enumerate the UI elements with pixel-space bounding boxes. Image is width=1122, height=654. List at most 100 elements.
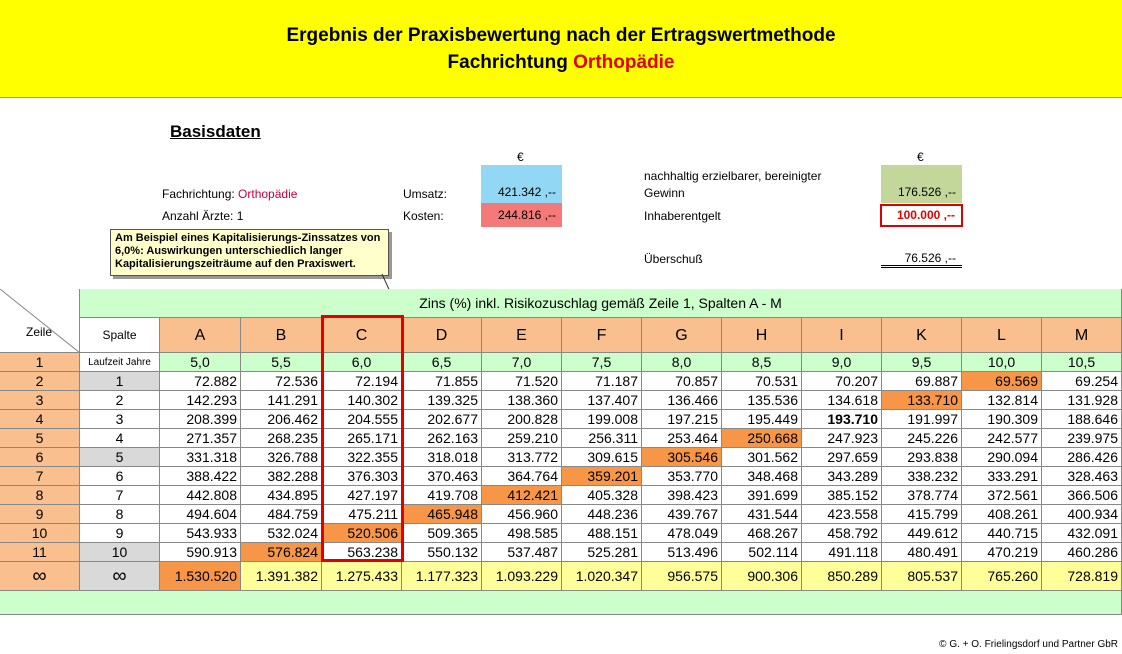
value-cell: 532.024 <box>241 524 322 543</box>
kosten-label: Kosten: <box>403 209 444 223</box>
rate-cell: 8,5 <box>722 353 802 372</box>
value-cell: 359.201 <box>562 467 642 486</box>
value-cell: 431.544 <box>722 505 802 524</box>
value-cell: 250.668 <box>722 429 802 448</box>
infinity-value-cell: 1.020.347 <box>562 562 642 591</box>
value-cell: 135.536 <box>722 391 802 410</box>
value-cell: 353.770 <box>642 467 722 486</box>
value-cell: 72.882 <box>160 372 241 391</box>
zeile-number: 1 <box>0 353 80 372</box>
value-cell: 458.792 <box>802 524 882 543</box>
zeile-number: 5 <box>0 429 80 448</box>
fachrichtung-label: Fachrichtung: <box>162 187 235 201</box>
value-cell: 385.152 <box>802 486 882 505</box>
title-banner: Ergebnis der Praxisbewertung nach der Er… <box>0 0 1122 98</box>
zeile-number: 10 <box>0 524 80 543</box>
value-cell: 427.197 <box>322 486 402 505</box>
laufzeit-cell: 6 <box>80 467 160 486</box>
value-cell: 71.187 <box>562 372 642 391</box>
value-cell: 193.710 <box>802 410 882 429</box>
value-cell: 456.960 <box>482 505 562 524</box>
value-cell: 400.934 <box>1042 505 1122 524</box>
value-cell: 432.091 <box>1042 524 1122 543</box>
column-header-b: B <box>241 318 322 353</box>
umsatz-value: 421.342 ,-- <box>481 165 562 203</box>
value-cell: 376.303 <box>322 467 402 486</box>
column-header-k: K <box>882 318 962 353</box>
value-cell: 509.365 <box>402 524 482 543</box>
value-cell: 72.536 <box>241 372 322 391</box>
laufzeit-cell: 10 <box>80 543 160 562</box>
currency-left: € <box>517 150 524 164</box>
value-cell: 290.094 <box>962 448 1042 467</box>
value-cell: 338.232 <box>882 467 962 486</box>
column-header-i: I <box>802 318 882 353</box>
value-cell: 253.464 <box>642 429 722 448</box>
value-cell: 142.293 <box>160 391 241 410</box>
infinity-value-cell: 765.260 <box>962 562 1042 591</box>
value-cell: 259.210 <box>482 429 562 448</box>
value-cell: 423.558 <box>802 505 882 524</box>
value-cell: 415.799 <box>882 505 962 524</box>
rate-cell: 9,0 <box>802 353 882 372</box>
subtitle-specialty: Orthopädie <box>573 52 675 73</box>
zeile-label: Zeile <box>26 325 53 339</box>
value-cell: 470.219 <box>962 543 1042 562</box>
zeile-number: 2 <box>0 372 80 391</box>
rate-cell: 7,5 <box>562 353 642 372</box>
value-cell: 318.018 <box>402 448 482 467</box>
value-cell: 537.487 <box>482 543 562 562</box>
infinity-value-cell: 1.177.323 <box>402 562 482 591</box>
laufzeit-cell: ∞ <box>80 562 160 591</box>
gewinn-label-2: Gewinn <box>644 186 685 200</box>
zeile-corner-cell: Zeile <box>0 289 80 353</box>
value-cell: 206.462 <box>241 410 322 429</box>
value-cell: 326.788 <box>241 448 322 467</box>
corner-diagonal <box>0 289 79 352</box>
value-cell: 502.114 <box>722 543 802 562</box>
value-cell: 478.049 <box>642 524 722 543</box>
laufzeit-cell: 7 <box>80 486 160 505</box>
value-cell: 364.764 <box>482 467 562 486</box>
value-cell: 366.506 <box>1042 486 1122 505</box>
rate-cell: 10,5 <box>1042 353 1122 372</box>
value-cell: 293.838 <box>882 448 962 467</box>
value-cell: 301.562 <box>722 448 802 467</box>
zins-header: Zins (%) inkl. Risikozuschlag gemäß Zeil… <box>80 289 1122 318</box>
value-cell: 69.887 <box>882 372 962 391</box>
laufzeit-label: Laufzeit Jahre <box>80 353 160 372</box>
value-cell: 188.646 <box>1042 410 1122 429</box>
value-cell: 256.311 <box>562 429 642 448</box>
value-cell: 141.291 <box>241 391 322 410</box>
value-cell: 136.466 <box>642 391 722 410</box>
value-cell: 491.118 <box>802 543 882 562</box>
value-cell: 190.309 <box>962 410 1042 429</box>
value-cell: 442.808 <box>160 486 241 505</box>
value-cell: 480.491 <box>882 543 962 562</box>
value-cell: 322.355 <box>322 448 402 467</box>
value-cell: 448.236 <box>562 505 642 524</box>
value-cell: 69.254 <box>1042 372 1122 391</box>
value-cell: 247.923 <box>802 429 882 448</box>
page-title: Ergebnis der Praxisbewertung nach der Er… <box>286 25 836 46</box>
infinity-value-cell: 1.530.520 <box>160 562 241 591</box>
value-cell: 313.772 <box>482 448 562 467</box>
value-cell: 408.261 <box>962 505 1042 524</box>
laufzeit-cell: 5 <box>80 448 160 467</box>
rate-cell: 5,5 <box>241 353 322 372</box>
laufzeit-cell: 3 <box>80 410 160 429</box>
value-cell: 70.857 <box>642 372 722 391</box>
value-cell: 200.828 <box>482 410 562 429</box>
infinity-value-cell: 728.819 <box>1042 562 1122 591</box>
valuation-table: Zeile Zins (%) inkl. Risikozuschlag gemäß… <box>0 289 1122 635</box>
rate-cell: 9,5 <box>882 353 962 372</box>
value-cell: 563.238 <box>322 543 402 562</box>
inhaber-label: Inhaberentgelt <box>644 209 721 223</box>
value-cell: 382.288 <box>241 467 322 486</box>
spalte-label: Spalte <box>80 318 160 353</box>
value-cell: 440.715 <box>962 524 1042 543</box>
value-cell: 197.215 <box>642 410 722 429</box>
value-cell: 71.855 <box>402 372 482 391</box>
zeile-number: 8 <box>0 486 80 505</box>
value-cell: 550.132 <box>402 543 482 562</box>
